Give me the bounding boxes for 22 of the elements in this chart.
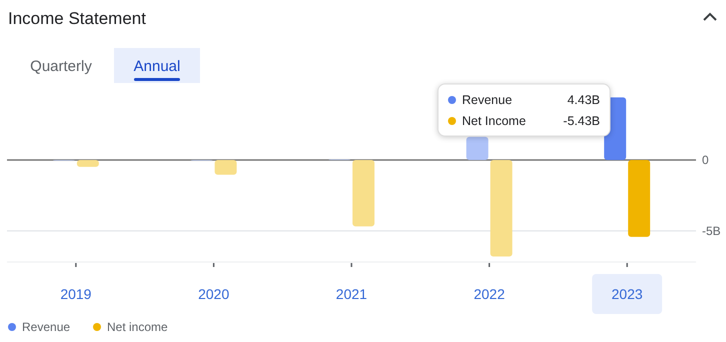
y-tick-label: -5B [702, 224, 721, 238]
x-tick-label: 2023 [612, 286, 643, 302]
annotation: Revenue [462, 93, 512, 107]
x-tick-label: 2022 [474, 286, 506, 302]
bar [214, 160, 237, 175]
annotation: Net Income [462, 114, 526, 128]
bar [76, 160, 99, 167]
legend-label: Net income [107, 320, 168, 334]
bar [628, 160, 650, 237]
annotation: 4.43B [567, 93, 600, 107]
x-tick-label: 2021 [336, 286, 368, 302]
y-tick-label: 0 [702, 153, 709, 168]
chart-title: Income Statement [8, 9, 146, 28]
x-tick-label: 2019 [60, 286, 92, 302]
x-tick-label: 2020 [198, 286, 230, 302]
bar [466, 136, 488, 160]
legend-label: Revenue [22, 320, 70, 334]
bar [490, 160, 512, 256]
text: Annual [134, 58, 180, 75]
annotation: -5.43B [563, 114, 600, 128]
text: Quarterly [30, 58, 92, 75]
bar [352, 160, 374, 226]
